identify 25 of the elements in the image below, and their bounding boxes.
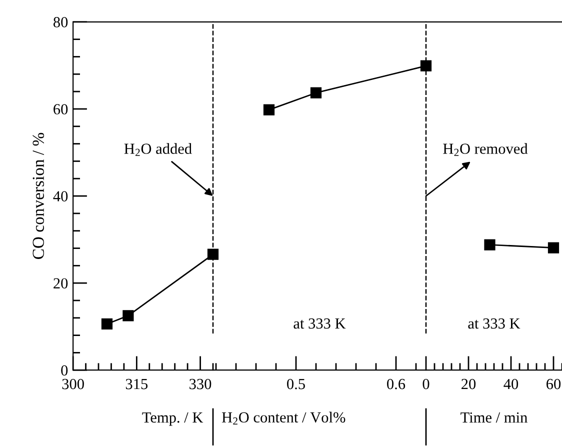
annotation: H$_{2}$O added	[124, 143, 192, 156]
y-axis-title: CO conversion / %	[32, 132, 44, 259]
y-tick-label: 60	[54, 104, 68, 114]
y-tick-label: 20	[54, 278, 68, 289]
x-tick-label: 0.5	[287, 378, 305, 390]
x-axis-title: H$_{2}$O content / Vol%	[222, 412, 346, 425]
point	[101, 318, 113, 330]
annotation: H$_{2}$O removed	[443, 143, 528, 156]
point	[207, 248, 219, 260]
x-tick-label: 60	[546, 378, 561, 390]
point	[122, 310, 134, 322]
x-tick-label: 20	[462, 378, 476, 390]
x-axis-title: Time / min	[460, 412, 528, 423]
y-tick-label: 40	[53, 191, 68, 202]
x-tick-label: 315	[126, 378, 148, 390]
y-tick-label: 80	[54, 17, 68, 28]
x-tick-label: 300	[62, 378, 84, 390]
x-tick-label: 330	[190, 378, 212, 390]
x-tick-label: 0.6	[387, 378, 406, 390]
x-tick-label: 40	[504, 378, 518, 390]
x-tick-label: 0	[422, 378, 430, 390]
annotation: at 333 K	[468, 318, 520, 329]
x-axis-title: Temp. / K	[142, 412, 204, 426]
annotation: at 333 K	[294, 318, 346, 329]
y-tick-label: 0	[61, 365, 68, 376]
